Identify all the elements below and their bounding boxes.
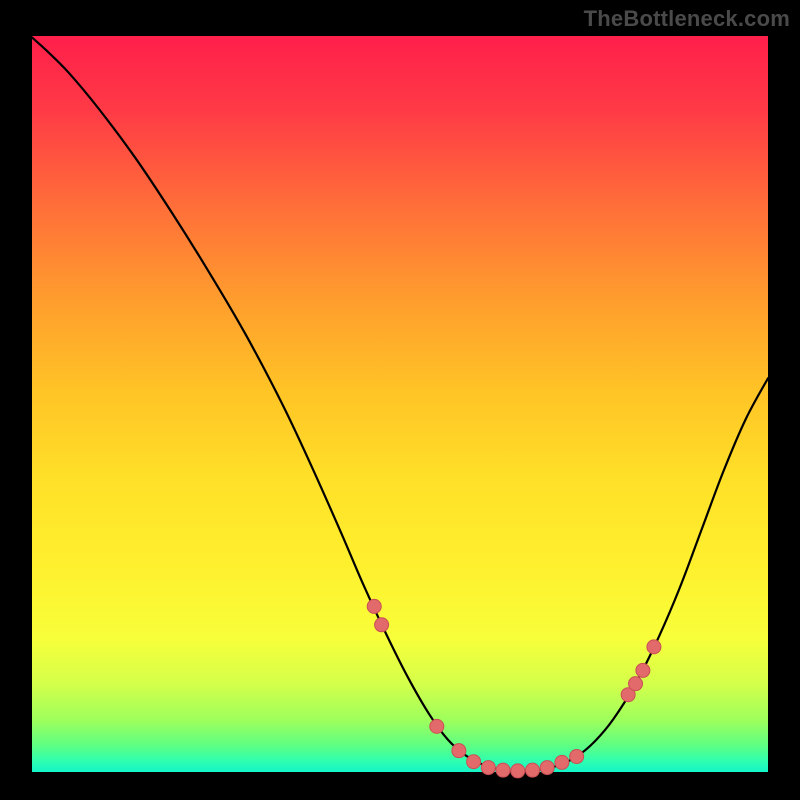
data-marker <box>570 750 584 764</box>
data-marker <box>636 663 650 677</box>
data-marker <box>481 761 495 775</box>
data-marker <box>367 599 381 613</box>
data-marker <box>467 755 481 769</box>
data-marker <box>496 763 510 777</box>
data-marker <box>647 640 661 654</box>
data-marker <box>540 761 554 775</box>
data-marker <box>452 744 466 758</box>
data-marker <box>555 755 569 769</box>
data-marker <box>430 719 444 733</box>
bottleneck-curve-chart <box>0 0 800 800</box>
data-marker <box>525 763 539 777</box>
data-marker <box>629 677 643 691</box>
data-marker <box>511 764 525 778</box>
chart-frame: TheBottleneck.com <box>0 0 800 800</box>
data-marker <box>375 618 389 632</box>
